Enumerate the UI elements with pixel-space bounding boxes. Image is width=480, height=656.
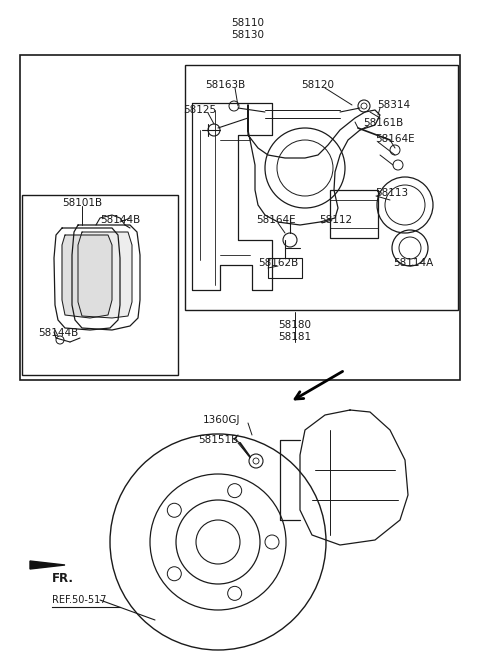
Text: 58144B: 58144B [38,328,78,338]
Text: 58114A: 58114A [393,258,433,268]
Text: 1360GJ: 1360GJ [203,415,241,425]
Polygon shape [62,235,112,318]
Text: 58162B: 58162B [258,258,298,268]
Text: 58314: 58314 [377,100,410,110]
Text: 58112: 58112 [319,215,352,225]
Text: 58163B: 58163B [205,80,245,90]
Text: 58180: 58180 [278,320,312,330]
Text: 58144B: 58144B [100,215,140,225]
Polygon shape [30,561,65,569]
Text: 58110: 58110 [231,18,264,28]
Text: 58164E: 58164E [256,215,296,225]
Bar [20,55,460,380]
Text: 58113: 58113 [375,188,408,198]
Text: 58120: 58120 [301,80,335,90]
Text: 58130: 58130 [231,30,264,40]
Text: 58164E: 58164E [375,134,415,144]
Polygon shape [78,232,132,318]
Bar [330,190,378,238]
Bar [268,258,302,278]
Text: 58181: 58181 [278,332,312,342]
Bar [185,65,458,310]
Text: REF.50-517: REF.50-517 [52,595,107,605]
Text: 58161B: 58161B [363,118,403,128]
Text: 58101B: 58101B [62,198,102,208]
Bar [22,195,178,375]
Text: FR.: FR. [52,572,74,585]
Text: 58151B: 58151B [198,435,238,445]
Text: 58125: 58125 [183,105,216,115]
